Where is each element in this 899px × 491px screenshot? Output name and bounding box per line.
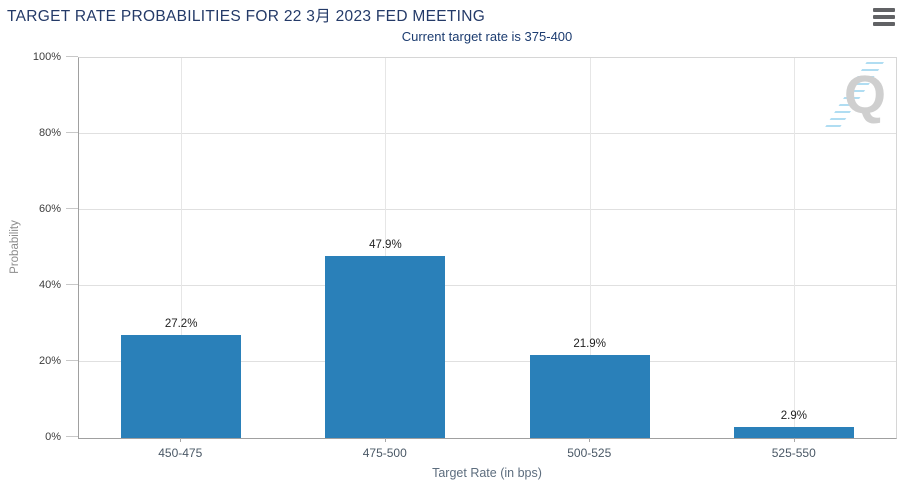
y-tick-label-100: 100% [32,51,61,63]
plot-area: Q 27.2% 47.9% 21.9% 2.9% [78,57,897,439]
x-axis: 450-475 475-500 500-525 525-550 [78,438,896,464]
v-gridline-525-550 [793,58,795,438]
bar-value-label-475-500: 47.9% [369,238,402,251]
y-tick-label-60: 60% [38,203,61,215]
y-axis: 0% 20% 40% 60% 80% 100% [0,51,78,443]
chart-subtitle: Current target rate is 375-400 [401,29,573,44]
y-tick-label-80: 80% [38,127,61,139]
x-tick-label-500-525: 500-525 [567,446,612,460]
x-tick-label-475-500: 475-500 [362,446,407,460]
quikstrike-watermark: Q [822,60,888,134]
x-tick-mark-475-500 [384,438,386,442]
bar-value-label-500-525: 21.9% [573,337,606,350]
bar-500-525[interactable] [529,354,650,438]
bar-value-label-450-475: 27.2% [164,317,198,330]
y-tick-mark-20 [66,360,78,361]
x-tick-label-450-475: 450-475 [158,446,203,460]
h-gridline-40 [79,285,896,286]
watermark-q-letter: Q [843,65,886,125]
y-tick-label-0: 0% [45,431,61,443]
x-tick-mark-525-550 [793,438,795,442]
y-tick-mark-80 [66,132,78,133]
bar-475-500[interactable] [325,255,446,438]
h-gridline-20 [79,361,896,362]
y-tick-mark-100 [66,56,78,57]
bar-525-550[interactable] [733,426,854,438]
v-gridline-500-525 [589,58,591,438]
x-tick-mark-500-525 [589,438,591,442]
y-tick-label-40: 40% [38,279,61,291]
x-tick-label-525-550: 525-550 [771,446,816,460]
hamburger-menu-icon[interactable] [873,8,895,26]
y-tick-mark-40 [66,284,78,285]
h-gridline-60 [79,209,896,210]
page-title: TARGET RATE PROBABILITIES FOR 22 3月 2023… [7,8,486,25]
y-tick-label-20: 20% [38,355,61,367]
x-axis-title: Target Rate (in bps) [432,466,542,480]
y-tick-mark-0 [66,436,78,437]
bar-value-label-525-550: 2.9% [780,409,807,422]
y-tick-mark-60 [66,208,78,209]
bar-450-475[interactable] [121,334,242,438]
h-gridline-80 [79,133,896,134]
v-gridline-450-475 [181,58,183,438]
x-tick-mark-450-475 [180,438,182,442]
v-gridline-475-500 [385,58,387,438]
